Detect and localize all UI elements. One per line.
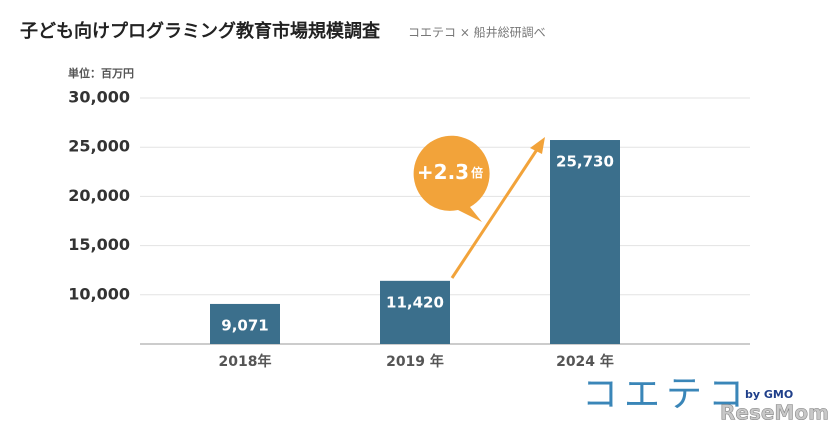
- bar: [380, 280, 450, 344]
- bubble: [413, 135, 490, 222]
- chart-title: 子ども向けプログラミング教育市場規模調査: [20, 20, 380, 42]
- arrow-line: [450, 147, 540, 279]
- annotation-text: +2.3: [417, 160, 469, 184]
- annotation-suffix: 倍: [471, 165, 483, 180]
- value-label: 25,730: [556, 153, 614, 171]
- y-tick-label: 15,000: [68, 235, 130, 254]
- bar: [550, 140, 620, 344]
- watermark: ReseMom: [720, 401, 829, 425]
- x-tick-label: 2018年: [219, 353, 272, 370]
- arrow-head: [530, 137, 545, 154]
- logo: コエテコ: [582, 374, 750, 415]
- annotation: +2.3 倍: [417, 160, 483, 184]
- bar: [210, 303, 280, 344]
- y-tick-label: 10,000: [68, 284, 130, 303]
- x-tick-label: 2024 年: [556, 353, 614, 370]
- value-label: 9,071: [221, 316, 268, 334]
- value-label: 11,420: [386, 293, 444, 311]
- unit-label: 単位：百万円: [68, 66, 134, 80]
- y-tick-label: 20,000: [68, 186, 130, 205]
- logo-by: by GMO: [745, 388, 793, 401]
- y-tick-label: 30,000: [68, 88, 130, 107]
- y-tick-label: 25,000: [68, 137, 130, 156]
- chart-subtitle: コエテコ × 船井総研調べ: [408, 26, 546, 40]
- x-tick-label: 2019 年: [386, 353, 444, 370]
